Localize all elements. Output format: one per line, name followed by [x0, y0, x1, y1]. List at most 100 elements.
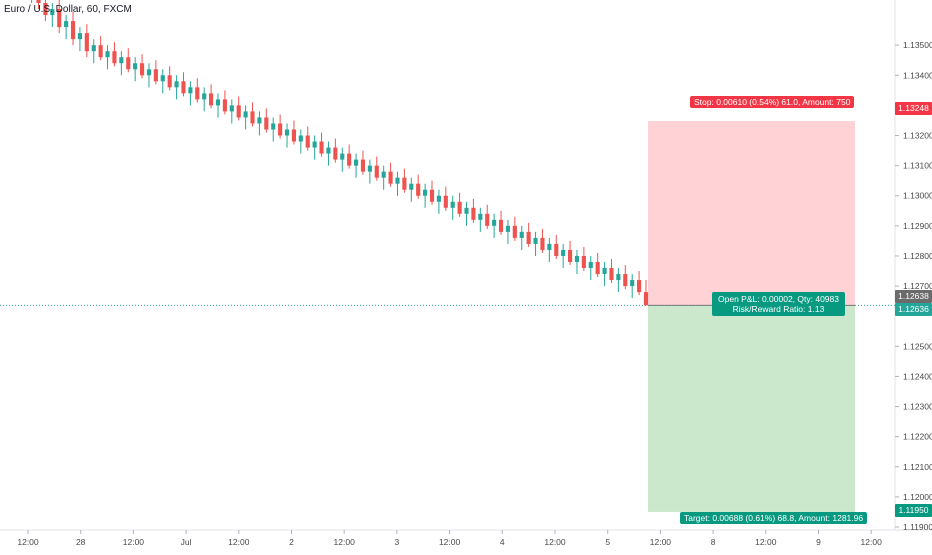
x-tick-label: 12:00	[228, 537, 250, 547]
candle-body	[119, 57, 124, 64]
y-tick-label: 1.13500	[903, 40, 932, 50]
candle-body	[91, 45, 96, 52]
candle-body	[561, 249, 566, 256]
candle-body	[547, 243, 552, 250]
candle-body	[202, 93, 207, 100]
candle-body	[588, 261, 593, 269]
candle-body	[485, 213, 490, 226]
candle-body	[84, 33, 89, 52]
candle-body	[167, 75, 172, 88]
symbol-title: Euro / U.S. Dollar, 60, FXCM	[4, 4, 132, 15]
candle-body	[319, 141, 324, 154]
y-tick-label: 1.13400	[903, 70, 932, 80]
candle-body	[105, 51, 110, 58]
candle-body	[409, 183, 414, 190]
candle-body	[250, 111, 255, 124]
x-tick-label: 28	[76, 537, 86, 547]
target-label: Target: 0.00688 (0.61%) 68.8, Amount: 12…	[680, 512, 868, 524]
candle-body	[381, 171, 386, 178]
y-tick-label: 1.12900	[903, 221, 932, 231]
y-tick-label: 1.12800	[903, 251, 932, 261]
y-tick-label: 1.11900	[903, 522, 932, 532]
y-tick-label: 1.12500	[903, 341, 932, 351]
x-tick-label: 3	[395, 537, 400, 547]
candle-body	[595, 261, 600, 275]
x-tick-label: 2	[289, 537, 294, 547]
candle-body	[133, 63, 138, 70]
current-price-tag: 1.12638	[895, 290, 932, 303]
x-tick-label: 12:00	[544, 537, 566, 547]
candle-body	[367, 165, 372, 172]
y-tick-label: 1.12000	[903, 492, 932, 502]
candle-body	[229, 105, 234, 112]
candle-body	[478, 213, 483, 220]
entry-label-line2: Risk/Reward Ratio: 1.13	[732, 304, 825, 314]
x-tick-label: 5	[605, 537, 610, 547]
candle-body	[505, 225, 511, 232]
candle-body	[77, 33, 83, 40]
candle-body	[498, 219, 504, 232]
candle-body	[471, 207, 476, 220]
candle-body	[326, 147, 331, 154]
candle-body	[305, 135, 310, 148]
candle-body	[492, 219, 497, 226]
candle-body	[450, 201, 455, 208]
candle-body	[423, 189, 428, 196]
x-tick-label: 12:00	[439, 537, 461, 547]
candle-body	[643, 292, 649, 306]
candle-body	[347, 153, 352, 166]
candle-body	[236, 105, 241, 118]
candle-body	[139, 63, 145, 76]
candle-body	[271, 123, 276, 130]
candle-body	[581, 255, 586, 269]
candle-body	[188, 87, 193, 94]
candle-body	[215, 99, 221, 106]
stop-price-tag: 1.13248	[895, 102, 932, 115]
y-tick-label: 1.13200	[903, 131, 932, 141]
candle-body	[181, 81, 186, 94]
candle-body	[574, 255, 580, 262]
entry-label: Open P&L: 0.00002, Qty: 40983 Risk/Rewar…	[712, 292, 845, 316]
candle-body	[609, 268, 614, 281]
candle-body	[533, 237, 538, 244]
x-tick-label: 12:00	[650, 537, 672, 547]
candle-body	[43, 3, 48, 16]
candle-body	[264, 117, 269, 130]
x-tick-label: 12:00	[755, 537, 777, 547]
y-tick-label: 1.12100	[903, 462, 932, 472]
y-tick-label: 1.13000	[903, 191, 932, 201]
candle-body	[112, 51, 117, 64]
candle-body	[602, 268, 607, 275]
candle-body	[519, 231, 524, 238]
x-tick-label: 12:00	[861, 537, 883, 547]
candle-body	[36, 0, 41, 4]
candle-body	[360, 159, 366, 172]
stop-label: Stop: 0.00610 (0.54%) 61.0, Amount: 750	[690, 96, 855, 108]
candle-body	[50, 9, 55, 16]
y-tick-label: 1.12300	[903, 402, 932, 412]
candle-body	[402, 177, 407, 190]
y-tick-label: 1.12200	[903, 432, 932, 442]
candle-body	[443, 195, 448, 208]
candle-body	[457, 201, 462, 214]
candle-body	[416, 183, 421, 196]
candle-body	[160, 75, 165, 82]
target-label-text: Target: 0.00688 (0.61%) 68.8, Amount: 12…	[684, 513, 864, 523]
candle-body	[298, 135, 303, 142]
candle-body	[464, 207, 469, 214]
candle-body	[429, 189, 435, 202]
y-tick-label: 1.12700	[903, 281, 932, 291]
candle-body	[153, 69, 158, 82]
candle-body	[388, 171, 393, 184]
candle-body	[146, 69, 152, 76]
candle-body	[64, 21, 69, 28]
candle-body	[567, 249, 573, 262]
target-price-tag: 1.11950	[895, 504, 932, 517]
x-tick-label: 12:00	[334, 537, 356, 547]
candle-body	[637, 280, 642, 293]
x-tick-label: Jul	[181, 537, 192, 547]
candle-body	[312, 141, 317, 148]
candle-body	[526, 231, 531, 244]
